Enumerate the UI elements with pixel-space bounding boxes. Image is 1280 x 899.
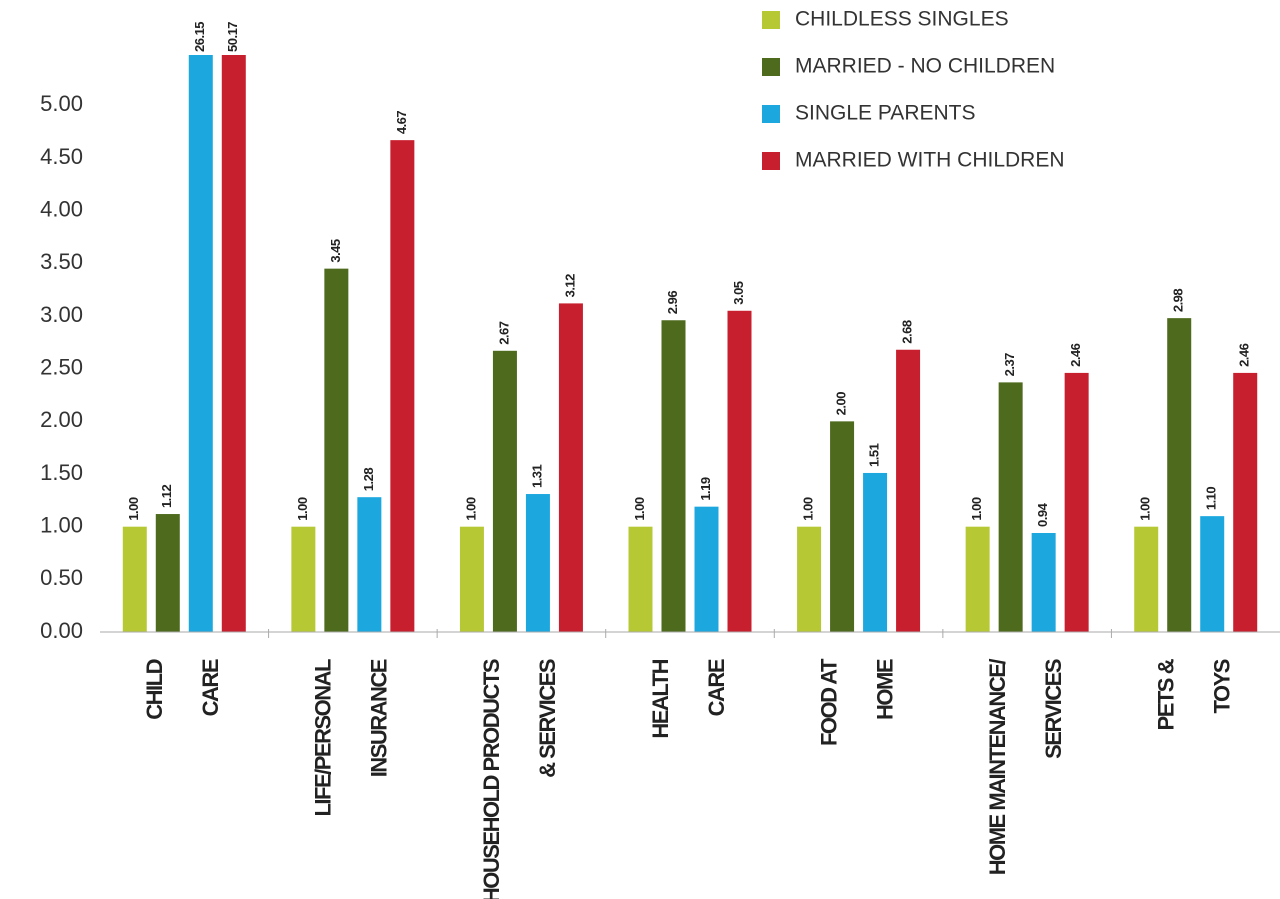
value-label: 1.00 <box>463 497 478 521</box>
y-tick-label: 3.50 <box>40 249 83 274</box>
y-tick-label: 2.00 <box>40 407 83 432</box>
value-label: 26.15 <box>192 22 207 52</box>
y-tick-label: 1.50 <box>40 460 83 485</box>
value-label: 1.12 <box>159 484 174 508</box>
value-label: 50.17 <box>225 22 240 52</box>
value-label: 2.00 <box>834 392 849 416</box>
legend-label: MARRIED - NO CHILDREN <box>795 55 1055 78</box>
value-label: 1.00 <box>801 497 816 521</box>
legend-swatch <box>762 58 780 76</box>
x-tick-label: & SERVICES <box>535 659 560 778</box>
value-label: 2.98 <box>1171 289 1186 313</box>
legend-label: CHILDLESS SINGLES <box>795 8 1009 31</box>
x-tick-label: CHILD <box>142 659 167 719</box>
x-tick-label: CARE <box>704 659 729 716</box>
value-label: 3.12 <box>562 274 577 298</box>
value-label: 2.68 <box>900 320 915 344</box>
value-label: 1.00 <box>1138 497 1153 521</box>
y-tick-label: 2.50 <box>40 355 83 380</box>
legend-swatch <box>762 152 780 170</box>
bar <box>1134 526 1159 632</box>
value-label: 2.37 <box>1002 353 1017 377</box>
bar <box>1031 532 1056 632</box>
value-label: 3.05 <box>731 281 746 305</box>
x-tick-label: HOME <box>872 659 897 720</box>
plot-area <box>122 55 1258 632</box>
bar <box>459 526 484 632</box>
value-label: 2.96 <box>665 291 680 315</box>
value-label: 1.10 <box>1204 487 1219 511</box>
x-tick-label: LIFE/PERSONAL <box>311 659 336 817</box>
bar <box>998 382 1023 632</box>
value-label: 1.19 <box>698 477 713 501</box>
y-tick-label: 4.50 <box>40 144 83 169</box>
bar <box>628 526 653 632</box>
y-tick-label: 0.00 <box>40 618 83 643</box>
value-label: 1.31 <box>529 464 544 488</box>
bar <box>694 506 719 632</box>
value-label: 2.46 <box>1068 343 1083 367</box>
bar <box>1200 516 1225 632</box>
bar <box>390 140 415 632</box>
bar <box>525 494 550 632</box>
y-tick-label: 3.00 <box>40 302 83 327</box>
value-label: 4.67 <box>394 111 409 135</box>
bar <box>492 350 517 632</box>
bar <box>661 320 686 632</box>
bar <box>830 421 855 632</box>
legend-swatch <box>762 11 780 29</box>
bar <box>188 55 213 632</box>
bar <box>122 526 147 632</box>
value-label: 1.51 <box>867 443 882 467</box>
value-label: 2.46 <box>1237 343 1252 367</box>
y-tick-label: 0.50 <box>40 565 83 590</box>
value-label: 1.28 <box>361 468 376 492</box>
x-tick-label: HEALTH <box>648 659 673 738</box>
bar <box>291 526 316 632</box>
value-label: 2.67 <box>496 321 511 345</box>
y-tick-label: 1.00 <box>40 512 83 537</box>
bar <box>558 303 583 632</box>
bar <box>863 472 888 632</box>
x-tick-label: SERVICES <box>1041 659 1066 759</box>
x-tick-label: TOYS <box>1210 659 1235 713</box>
y-tick-label: 4.00 <box>40 197 83 222</box>
bar <box>727 310 752 632</box>
x-tick-label: HOUSEHOLD PRODUCTS <box>479 659 504 899</box>
value-label: 3.45 <box>328 239 343 263</box>
legend-label: MARRIED WITH CHILDREN <box>795 149 1065 172</box>
value-label: 1.00 <box>295 497 310 521</box>
value-label: 1.00 <box>969 497 984 521</box>
y-tick-label: 5.00 <box>40 91 83 116</box>
bar <box>324 268 349 632</box>
x-tick-label: FOOD AT <box>816 658 841 746</box>
legend-swatch <box>762 105 780 123</box>
bar <box>965 526 990 632</box>
value-label: 1.00 <box>126 497 141 521</box>
bar <box>1167 318 1192 632</box>
bar <box>221 55 246 632</box>
value-label: 0.94 <box>1035 502 1050 527</box>
bar <box>1233 372 1258 632</box>
bar <box>797 526 822 632</box>
x-tick-label: CARE <box>198 659 223 716</box>
legend-label: SINGLE PARENTS <box>795 102 976 125</box>
bar <box>896 349 921 632</box>
bar <box>1064 372 1089 632</box>
x-tick-label: PETS & <box>1154 658 1179 730</box>
bar <box>357 497 382 632</box>
x-tick-label: INSURANCE <box>367 659 392 777</box>
bar <box>155 514 180 632</box>
value-label: 1.00 <box>632 497 647 521</box>
x-tick-label: HOME MAINTENANCE/ <box>985 659 1010 876</box>
